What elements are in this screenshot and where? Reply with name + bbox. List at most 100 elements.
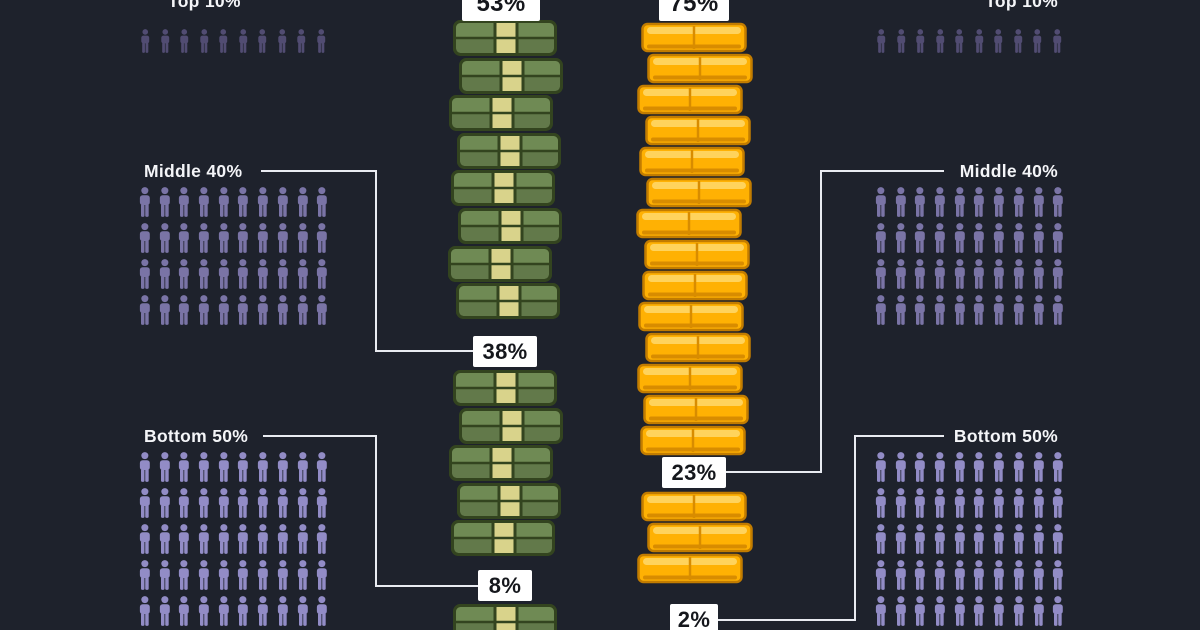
- person-icon: [1053, 488, 1063, 518]
- person-icon: [1013, 524, 1024, 554]
- person-icon: [875, 560, 886, 590]
- person-icon: [875, 259, 886, 289]
- person-icon: [159, 259, 170, 289]
- money-bundle: [457, 132, 561, 171]
- connector-middle40-right-h2: [726, 471, 822, 473]
- person-icon: [238, 452, 249, 482]
- money-bundle: [449, 95, 553, 133]
- person-icon: [1053, 187, 1063, 217]
- person-icon: [1013, 488, 1024, 518]
- share-badge-coins-middle40: 23%: [662, 457, 726, 488]
- person-icon: [915, 295, 926, 325]
- person-icon: [1033, 488, 1044, 518]
- person-icon: [179, 295, 190, 325]
- person-icon: [199, 29, 208, 53]
- person-icon: [1033, 596, 1044, 626]
- person-icon: [316, 29, 325, 53]
- person-icon: [875, 596, 886, 626]
- money-bundle: [457, 482, 561, 521]
- people-grid-top10-left: [139, 29, 327, 53]
- person-icon: [297, 223, 308, 253]
- person-icon: [974, 259, 985, 289]
- person-icon: [238, 187, 249, 217]
- coin-stack-top10: [636, 22, 753, 456]
- person-icon: [219, 29, 228, 53]
- group-label-middle40-right: Middle 40%: [959, 161, 1058, 181]
- person-icon: [934, 187, 945, 217]
- people-row: [137, 452, 330, 482]
- person-icon: [179, 596, 190, 626]
- person-icon: [258, 295, 268, 325]
- person-icon: [179, 488, 190, 518]
- person-icon: [139, 524, 150, 554]
- person-icon: [915, 259, 926, 289]
- person-icon: [141, 29, 150, 53]
- person-icon: [297, 452, 308, 482]
- person-icon: [954, 295, 965, 325]
- money-stack-bottom50: [453, 604, 557, 630]
- person-icon: [258, 29, 267, 53]
- person-icon: [915, 452, 926, 482]
- person-icon: [955, 29, 964, 53]
- person-icon: [974, 295, 985, 325]
- person-icon: [994, 488, 1004, 518]
- person-icon: [179, 259, 190, 289]
- gold-coin: [641, 491, 747, 522]
- person-icon: [1033, 452, 1044, 482]
- person-icon: [875, 524, 886, 554]
- person-icon: [1053, 524, 1063, 554]
- gold-coin: [647, 53, 753, 84]
- person-icon: [159, 187, 170, 217]
- person-icon: [297, 187, 308, 217]
- person-icon: [198, 295, 209, 325]
- person-icon: [875, 187, 886, 217]
- people-row: [139, 29, 327, 53]
- person-icon: [198, 488, 209, 518]
- people-row: [137, 596, 330, 626]
- person-icon: [915, 488, 926, 518]
- person-icon: [159, 295, 170, 325]
- money-bundle: [451, 520, 555, 558]
- group-label-top10-right: Top 10%: [985, 0, 1058, 11]
- person-icon: [277, 223, 288, 253]
- person-icon: [317, 187, 327, 217]
- person-icon: [1013, 560, 1024, 590]
- person-icon: [258, 560, 268, 590]
- person-icon: [954, 223, 965, 253]
- gold-coin: [641, 22, 747, 53]
- person-icon: [139, 560, 150, 590]
- person-icon: [1033, 560, 1044, 590]
- person-icon: [258, 187, 268, 217]
- person-icon: [994, 259, 1004, 289]
- person-icon: [954, 452, 965, 482]
- person-icon: [297, 259, 308, 289]
- person-icon: [179, 560, 190, 590]
- person-icon: [895, 259, 906, 289]
- person-icon: [974, 488, 985, 518]
- connector-bottom50-left-h1: [263, 435, 377, 437]
- person-icon: [238, 524, 249, 554]
- money-bundle: [451, 170, 555, 208]
- connector-bottom50-right-h2: [718, 619, 856, 621]
- person-icon: [198, 524, 209, 554]
- person-icon: [317, 560, 327, 590]
- person-icon: [258, 223, 268, 253]
- person-icon: [935, 29, 944, 53]
- person-icon: [277, 452, 288, 482]
- person-icon: [915, 223, 926, 253]
- person-icon: [994, 29, 1003, 53]
- person-icon: [297, 488, 308, 518]
- person-icon: [896, 29, 905, 53]
- person-icon: [277, 259, 288, 289]
- person-icon: [974, 223, 985, 253]
- people-row: [875, 29, 1063, 53]
- person-icon: [258, 452, 268, 482]
- person-icon: [954, 560, 965, 590]
- person-icon: [1033, 29, 1042, 53]
- person-icon: [974, 452, 985, 482]
- people-grid-middle40-left: [137, 187, 330, 325]
- person-icon: [1013, 29, 1022, 53]
- person-icon: [875, 295, 886, 325]
- person-icon: [297, 29, 306, 53]
- gold-coin: [639, 146, 745, 177]
